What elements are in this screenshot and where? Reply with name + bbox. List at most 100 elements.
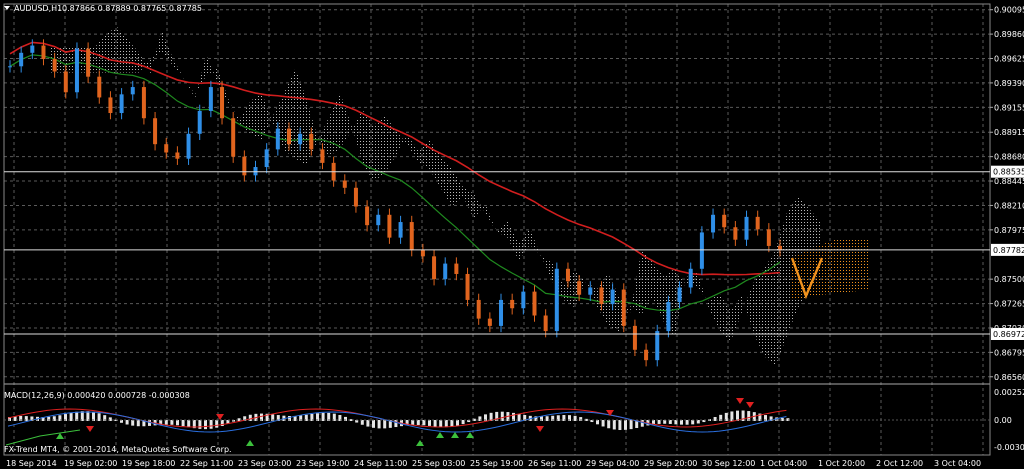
price-axis-label: 0.89860: [994, 30, 1024, 39]
macd-histogram-bar: [652, 420, 655, 425]
macd-signal-blue: [7, 411, 787, 433]
price-axis-label: 0.89625: [994, 55, 1024, 64]
macd-axis-label: 0.00: [994, 416, 1012, 425]
macd-histogram-bar: [187, 420, 191, 428]
candle-body: [744, 216, 749, 240]
candle-body: [420, 250, 425, 257]
time-axis-label: 1 Oct 20:00: [818, 459, 865, 468]
macd-histogram-bar: [394, 420, 398, 428]
macd-histogram-bar: [355, 420, 359, 423]
macd-histogram-bar: [590, 420, 594, 423]
macd-histogram-bar: [568, 415, 571, 421]
macd-histogram-bar: [758, 413, 762, 421]
candle-body: [186, 133, 191, 159]
candle-body: [766, 229, 771, 246]
macd-histogram-bar: [181, 420, 185, 427]
macd-histogram-bar: [680, 420, 683, 425]
macd-histogram-bar: [41, 417, 45, 421]
candle-body: [554, 268, 559, 332]
time-axis-label: 19 Sep 02:00: [64, 459, 117, 468]
macd-histogram-bar: [556, 415, 560, 421]
forecast-cloud: [790, 238, 868, 300]
dropdown-arrow-icon[interactable]: [4, 6, 10, 10]
candle-body: [778, 245, 782, 251]
buy-arrow-icon: [56, 433, 64, 439]
macd-histogram-bar: [719, 414, 723, 421]
candle-body: [275, 128, 280, 150]
macd-histogram-bar: [545, 416, 549, 421]
candle-body: [588, 287, 593, 295]
price-axis-label: 0.89155: [994, 103, 1024, 112]
buy-arrow-icon: [436, 432, 444, 438]
macd-histogram-bar: [276, 415, 280, 421]
macd-histogram-bar: [58, 415, 62, 421]
candle-body: [63, 71, 68, 93]
candle-body: [8, 66, 12, 68]
macd-histogram-bar: [321, 412, 325, 421]
time-axis-label: 24 Sep 11:00: [354, 459, 407, 468]
candle-body: [141, 87, 146, 119]
macd-histogram-bar: [349, 419, 353, 421]
candle-body: [264, 149, 269, 168]
macd-histogram-bar: [248, 414, 252, 421]
price-axis-label: 0.87265: [994, 300, 1024, 309]
time-axis-label: 26 Sep 11:00: [528, 459, 581, 468]
candle-body: [521, 291, 526, 309]
macd-histogram-bar: [696, 420, 700, 424]
macd-histogram-bar: [114, 419, 118, 421]
candle-body: [208, 87, 213, 111]
macd-histogram-bar: [534, 416, 538, 421]
price-axis-label: 0.87500: [994, 275, 1024, 284]
macd-histogram-bar: [316, 413, 319, 421]
macd-histogram-bar: [204, 420, 207, 430]
macd-title: MACD(12,26,9) 0.000420 0.000728 -0.00030…: [4, 391, 190, 400]
candle-body: [733, 227, 738, 240]
macd-histogram-bar: [164, 420, 168, 425]
macd-histogram-bar: [52, 416, 56, 421]
macd-histogram-bar: [64, 414, 67, 421]
moving-average-green: [9, 54, 781, 312]
macd-histogram-bar: [243, 416, 247, 421]
price-axis-label: 0.86560: [994, 373, 1024, 382]
macd-histogram-bar: [120, 420, 123, 423]
price-tag-label: 0.87782: [993, 246, 1024, 255]
macd-histogram-bar: [495, 411, 499, 421]
buy-arrow-icon: [451, 432, 459, 438]
macd-histogram-bar: [237, 418, 241, 421]
macd-histogram-bar: [724, 412, 728, 421]
candle-body: [577, 281, 582, 295]
macd-histogram-bar: [215, 420, 219, 428]
macd-histogram-bar: [540, 416, 543, 421]
macd-histogram-bar: [478, 416, 482, 421]
candle-body: [309, 133, 314, 150]
candle-body: [365, 206, 370, 226]
price-axis-label: 0.87030: [994, 324, 1024, 333]
candle-body: [353, 187, 358, 207]
symbol-label: AUDUSD,H1: [14, 4, 62, 13]
macd-histogram-bar: [411, 420, 415, 425]
candle-body: [320, 149, 325, 163]
candle-body: [543, 315, 548, 332]
price-axis-label: 0.86795: [994, 348, 1024, 357]
candle-body: [476, 299, 481, 319]
macd-histogram-bar: [19, 415, 23, 421]
macd-histogram-bar: [232, 420, 235, 422]
candle-body: [220, 87, 225, 119]
macd-histogram-bar: [327, 412, 331, 421]
time-axis-label: 18 Sep 2014: [6, 459, 57, 468]
macd-histogram-bar: [467, 420, 471, 423]
price-tag-label: 0.86972: [993, 330, 1024, 339]
macd-histogram-bar: [422, 420, 426, 426]
macd-histogram-bar: [489, 412, 493, 421]
price-tag-label: 0.88535: [993, 168, 1024, 177]
macd-histogram-bar: [657, 420, 661, 424]
candle-body: [119, 94, 124, 114]
macd-histogram-bar: [769, 416, 773, 421]
macd-histogram-bar: [786, 418, 790, 421]
macd-histogram-bar: [304, 414, 308, 421]
candle-body: [130, 87, 135, 95]
macd-histogram-bar: [607, 420, 611, 429]
time-axis-label: 29 Sep 04:00: [586, 459, 639, 468]
time-axis-label: 19 Sep 18:00: [122, 459, 175, 468]
